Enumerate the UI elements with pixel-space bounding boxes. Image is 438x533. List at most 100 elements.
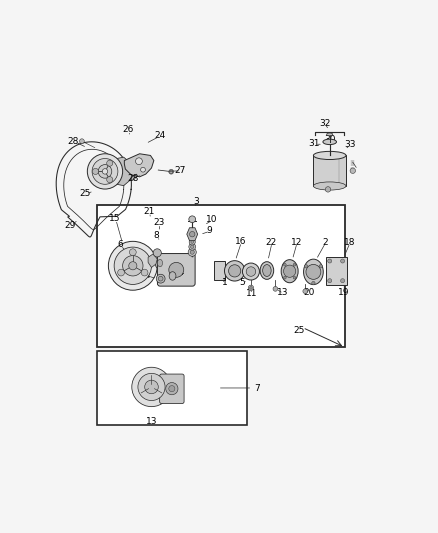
Ellipse shape: [169, 272, 176, 280]
Circle shape: [141, 269, 148, 276]
Circle shape: [102, 168, 108, 174]
Circle shape: [283, 263, 286, 266]
Circle shape: [303, 289, 307, 294]
Text: 25: 25: [293, 326, 305, 335]
Circle shape: [189, 216, 196, 223]
Polygon shape: [112, 157, 133, 185]
Text: 15: 15: [110, 214, 121, 223]
Bar: [97, 205, 345, 347]
Text: 31: 31: [308, 139, 319, 148]
Circle shape: [107, 176, 113, 183]
Circle shape: [123, 256, 143, 276]
Circle shape: [169, 169, 173, 174]
Ellipse shape: [263, 264, 271, 277]
Circle shape: [169, 262, 184, 277]
Circle shape: [108, 241, 157, 290]
Text: 25: 25: [80, 189, 91, 198]
Circle shape: [350, 168, 356, 173]
Circle shape: [229, 265, 241, 277]
Ellipse shape: [314, 182, 346, 190]
Ellipse shape: [157, 260, 162, 267]
Text: 21: 21: [143, 207, 155, 216]
Text: 30: 30: [324, 135, 336, 144]
Ellipse shape: [281, 260, 298, 282]
Circle shape: [224, 261, 245, 281]
Circle shape: [312, 281, 315, 285]
Bar: [214, 261, 226, 280]
Ellipse shape: [314, 151, 346, 159]
Circle shape: [243, 263, 259, 280]
Text: 2: 2: [322, 238, 328, 246]
Text: 26: 26: [122, 125, 134, 134]
Text: 29: 29: [64, 221, 76, 230]
Circle shape: [114, 247, 152, 285]
Circle shape: [248, 285, 254, 290]
Text: 8: 8: [153, 231, 159, 240]
Circle shape: [293, 263, 296, 266]
Circle shape: [87, 154, 123, 189]
Text: 28: 28: [68, 136, 79, 146]
Circle shape: [156, 274, 165, 283]
Circle shape: [341, 259, 345, 263]
Circle shape: [107, 160, 113, 166]
Circle shape: [141, 167, 145, 172]
Text: 17: 17: [127, 256, 138, 265]
Text: 10: 10: [206, 215, 217, 224]
Circle shape: [304, 264, 308, 268]
Text: 11: 11: [246, 289, 258, 298]
Ellipse shape: [155, 256, 165, 270]
Ellipse shape: [323, 139, 336, 144]
Text: 32: 32: [319, 119, 330, 128]
Circle shape: [293, 276, 296, 279]
FancyBboxPatch shape: [159, 374, 184, 403]
Circle shape: [158, 276, 163, 281]
Text: 28: 28: [127, 174, 138, 183]
Circle shape: [189, 239, 195, 245]
Circle shape: [135, 158, 142, 165]
Circle shape: [98, 165, 112, 178]
Text: 33: 33: [344, 140, 356, 149]
Text: 13: 13: [146, 417, 157, 426]
Circle shape: [328, 279, 332, 282]
Text: 16: 16: [235, 237, 247, 246]
Circle shape: [153, 249, 161, 257]
Circle shape: [246, 267, 256, 276]
Text: 3: 3: [194, 197, 200, 206]
Circle shape: [170, 170, 173, 173]
Text: 9: 9: [206, 226, 212, 235]
Text: 19: 19: [338, 288, 350, 297]
Circle shape: [283, 276, 286, 279]
Circle shape: [118, 269, 124, 276]
Circle shape: [273, 286, 278, 291]
Text: 4: 4: [144, 271, 150, 280]
Circle shape: [250, 286, 252, 289]
Text: 13: 13: [277, 288, 289, 297]
Circle shape: [328, 259, 332, 263]
Circle shape: [325, 187, 331, 192]
Circle shape: [80, 139, 84, 143]
Circle shape: [92, 168, 99, 174]
Bar: [326, 257, 347, 285]
Text: 12: 12: [291, 238, 302, 246]
Bar: [314, 156, 346, 186]
Circle shape: [129, 262, 137, 270]
Polygon shape: [124, 154, 154, 177]
Ellipse shape: [260, 262, 274, 279]
Circle shape: [130, 249, 136, 256]
Text: 7: 7: [254, 384, 260, 393]
Text: 18: 18: [344, 238, 355, 246]
Text: 1: 1: [222, 278, 228, 287]
Polygon shape: [148, 254, 157, 268]
Text: 6: 6: [117, 240, 123, 249]
Circle shape: [92, 158, 118, 184]
Ellipse shape: [304, 259, 323, 285]
Circle shape: [191, 241, 194, 244]
Circle shape: [166, 383, 178, 395]
Circle shape: [191, 245, 194, 248]
Polygon shape: [187, 228, 198, 241]
FancyBboxPatch shape: [157, 254, 195, 286]
Circle shape: [145, 380, 158, 394]
Circle shape: [138, 374, 165, 400]
Circle shape: [283, 265, 296, 277]
Circle shape: [169, 385, 175, 392]
